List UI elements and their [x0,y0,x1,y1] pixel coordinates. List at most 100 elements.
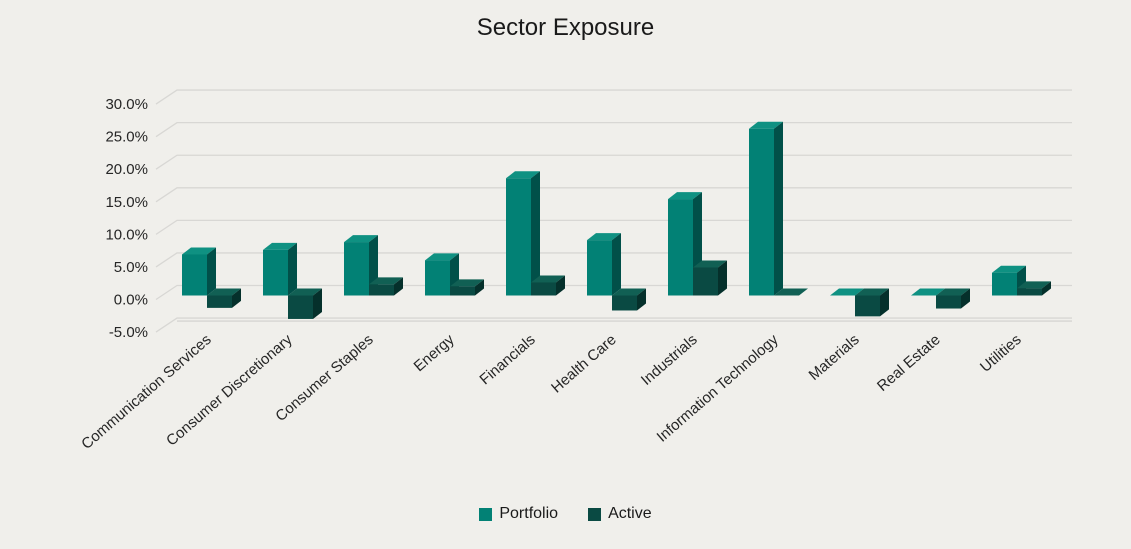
bar-active-information-technology[interactable] [774,288,808,296]
chart-legend: Portfolio Active [0,505,1131,523]
x-axis-category-label: Health Care [548,331,620,396]
bar-portfolio-consumer-discretionary[interactable] [263,242,297,296]
bar-top-face [668,192,702,200]
legend-item-portfolio[interactable]: Portfolio [479,505,558,523]
bar-active-materials[interactable] [855,288,889,317]
y-axis-tick-label: 20.0% [105,161,148,178]
bar-top-face [369,277,403,285]
bar-top-face [182,247,216,255]
bar-top-face [693,260,727,268]
bar-side-face [531,171,540,296]
x-axis-category-label: Energy [411,331,458,375]
bar-front-face [506,178,531,296]
gridline [155,89,1072,105]
legend-label-active: Active [608,505,652,522]
bar-top-face [855,288,889,296]
legend-swatch-active-icon [588,507,602,521]
bar-front-face [369,284,394,296]
bar-active-financials[interactable] [531,275,565,296]
y-axis-tick-label: 10.0% [105,226,148,243]
bar-front-face [531,282,556,296]
bar-top-face [207,288,241,296]
bar-active-consumer-staples[interactable] [369,277,403,296]
y-axis-tick-label: 15.0% [105,194,148,211]
bar-portfolio-real-estate[interactable] [911,288,945,296]
bar-front-face [450,286,475,296]
bar-top-face [288,288,322,296]
x-axis-category-label: Financials [477,331,539,388]
bar-top-face [587,233,621,241]
bar-active-communication-services[interactable] [207,288,241,308]
bar-front-face [1017,288,1042,296]
bar-top-face [749,121,783,129]
y-axis-tick-label: 5.0% [114,259,148,276]
bar-top-face [992,265,1026,273]
bar-top-face [612,288,646,296]
bar-front-face [855,295,880,317]
bar-portfolio-materials[interactable] [830,288,864,296]
x-axis-category-label: Industrials [638,331,701,389]
bar-top-face [450,279,484,287]
bar-side-face [961,288,970,309]
legend-swatch-portfolio-icon [479,507,493,521]
gridline [155,317,1072,333]
bar-portfolio-financials[interactable] [506,171,540,296]
gridline [155,187,1072,203]
bar-top-face [911,288,945,296]
bar-portfolio-communication-services[interactable] [182,247,216,296]
bar-top-face [344,235,378,243]
bar-portfolio-information-technology[interactable] [749,121,783,296]
bar-side-face [207,247,216,296]
bar-side-face [637,288,646,311]
bar-top-face [1017,281,1051,289]
y-axis-tick-label: 30.0% [105,96,148,113]
bar-top-face [774,288,808,296]
bar-front-face [693,267,718,296]
y-axis-tick-label: 25.0% [105,129,148,146]
bar-front-face [936,295,961,309]
bar-side-face [612,233,621,296]
bar-portfolio-health-care[interactable] [587,233,621,296]
bar-top-face [263,242,297,250]
x-axis-category-label: Materials [806,331,863,384]
y-axis-tick-label: 0.0% [114,292,148,309]
bar-front-face [425,260,450,296]
bar-side-face [880,288,889,317]
bar-active-utilities[interactable] [1017,281,1051,296]
bar-active-health-care[interactable] [612,288,646,311]
bar-side-face [1042,281,1051,296]
bar-front-face [182,254,207,296]
bar-side-face [288,242,297,296]
bar-top-face [425,253,459,261]
legend-item-active[interactable]: Active [588,505,652,523]
bar-side-face [313,288,322,319]
bar-front-face [263,249,288,296]
bar-side-face [718,260,727,296]
bar-active-consumer-discretionary[interactable] [288,288,322,319]
x-axis-category-label: Utilities [977,331,1025,376]
bar-front-face [207,295,232,308]
gridline [155,219,1072,235]
bar-side-face [232,288,241,308]
x-axis-category-label: Real Estate [874,331,944,395]
bar-front-face [992,272,1017,296]
legend-label-portfolio: Portfolio [499,505,559,522]
bar-active-industrials[interactable] [693,260,727,296]
bar-front-face [288,295,313,319]
bar-top-face [531,275,565,283]
bar-top-face [830,288,864,296]
bar-active-real-estate[interactable] [936,288,970,309]
gridline [155,154,1072,170]
bar-front-face [344,242,369,296]
bar-front-face [749,128,774,296]
bar-active-energy[interactable] [450,279,484,296]
bar-front-face [612,295,637,311]
bar-side-face [475,279,484,296]
y-axis-tick-label: -5.0% [109,324,148,341]
bar-front-face [668,199,693,296]
gridline [155,122,1072,138]
x-axis-category-label: Communication Services [78,331,214,453]
bar-front-face [587,240,612,296]
bar-side-face [774,121,783,296]
